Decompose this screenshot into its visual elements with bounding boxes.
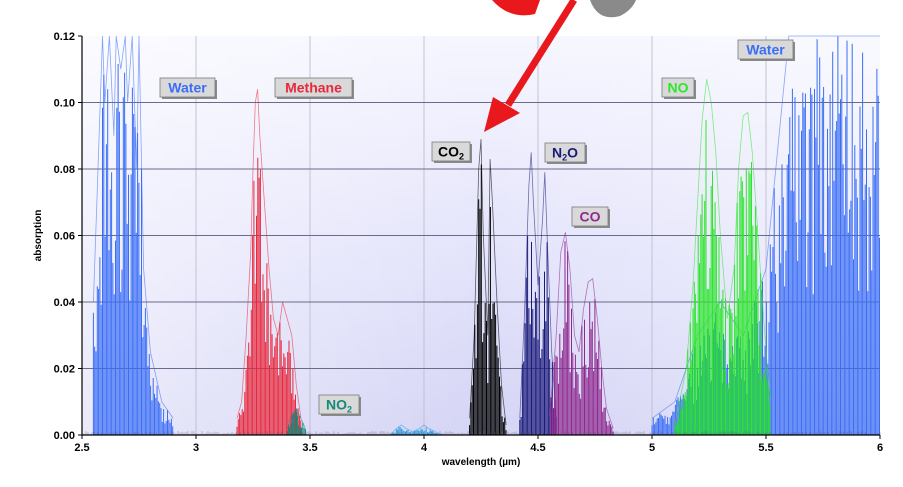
annotation-label: NO2 xyxy=(326,397,352,415)
annotation-box xyxy=(737,39,794,60)
annotation-label: CO2 xyxy=(438,144,464,162)
x-tick-label: 6 xyxy=(877,442,883,454)
annotation-no2: NO2 xyxy=(318,394,361,416)
spectrum-envelope xyxy=(519,152,557,419)
pointer-arrow-head xyxy=(484,97,520,132)
annotation-water: Water xyxy=(737,39,795,61)
x-tick-label: 3.5 xyxy=(302,442,317,454)
y-tick-label: 0.04 xyxy=(54,297,76,309)
spectrum-co2-4 xyxy=(469,139,507,435)
y-tick-label: 0.02 xyxy=(54,364,75,376)
spectrum-no-7 xyxy=(674,79,771,435)
pointer-arrow-shaft xyxy=(505,0,577,107)
annotation-label: Water xyxy=(746,42,785,58)
annotation-methane: Methane xyxy=(274,77,354,99)
spectrum-envelope xyxy=(93,35,174,419)
spectrum-envelope xyxy=(549,232,614,429)
spectrum-envelope xyxy=(674,79,771,426)
annotation-no: NO xyxy=(661,77,696,99)
annotation-n2o: N2O xyxy=(544,142,587,164)
y-axis-label: absorption xyxy=(33,210,44,262)
x-tick-label: 3 xyxy=(193,442,199,454)
x-axis-label: wavelength (µm) xyxy=(441,457,521,468)
spectrum-methane-2 xyxy=(236,89,302,435)
annotation-label: N2O xyxy=(552,145,578,163)
annotation-water: Water xyxy=(159,77,217,99)
annotation-box xyxy=(274,77,353,98)
spectrum-lines xyxy=(92,64,174,435)
annotation-label: NO xyxy=(668,80,689,96)
x-tick-label: 2.5 xyxy=(74,442,89,454)
top-decoration-gray xyxy=(590,0,636,18)
y-tick-label: 0.08 xyxy=(54,164,75,176)
top-decoration-red xyxy=(492,0,540,16)
x-tick-label: 5 xyxy=(649,442,655,454)
x-tick-label: 5.5 xyxy=(758,442,773,454)
annotation-box xyxy=(159,77,216,98)
annotation-label: Water xyxy=(168,80,207,96)
spectrum-lines xyxy=(674,120,771,435)
annotation-box xyxy=(318,394,360,415)
spectrum-water-0 xyxy=(92,35,174,435)
annotation-co2: CO2 xyxy=(431,141,472,163)
spectrum-envelope xyxy=(469,139,507,426)
annotation-box xyxy=(571,206,609,227)
annotation-co: CO xyxy=(571,206,610,228)
y-tick-label: 0.12 xyxy=(54,31,75,43)
x-tick-label: 4 xyxy=(421,442,428,454)
x-tick-label: 4.5 xyxy=(530,442,545,454)
annotation-label: Methane xyxy=(285,80,342,96)
spectrum-envelope xyxy=(286,407,306,429)
y-tick-label: 0.00 xyxy=(54,430,75,442)
annotation-box xyxy=(544,142,586,163)
spectrum-lines xyxy=(550,241,614,435)
spectrum-envelope xyxy=(389,424,443,436)
y-tick-label: 0.06 xyxy=(54,231,75,243)
annotation-box xyxy=(661,77,695,98)
spectrum-n2o-5 xyxy=(519,152,557,435)
y-tick-label: 0.10 xyxy=(54,98,75,110)
annotation-label: CO xyxy=(580,209,601,225)
spectrum-co-6 xyxy=(549,232,614,435)
spectrum-lines xyxy=(469,164,507,435)
annotation-box xyxy=(431,141,471,162)
spectrum-envelope xyxy=(236,89,302,419)
